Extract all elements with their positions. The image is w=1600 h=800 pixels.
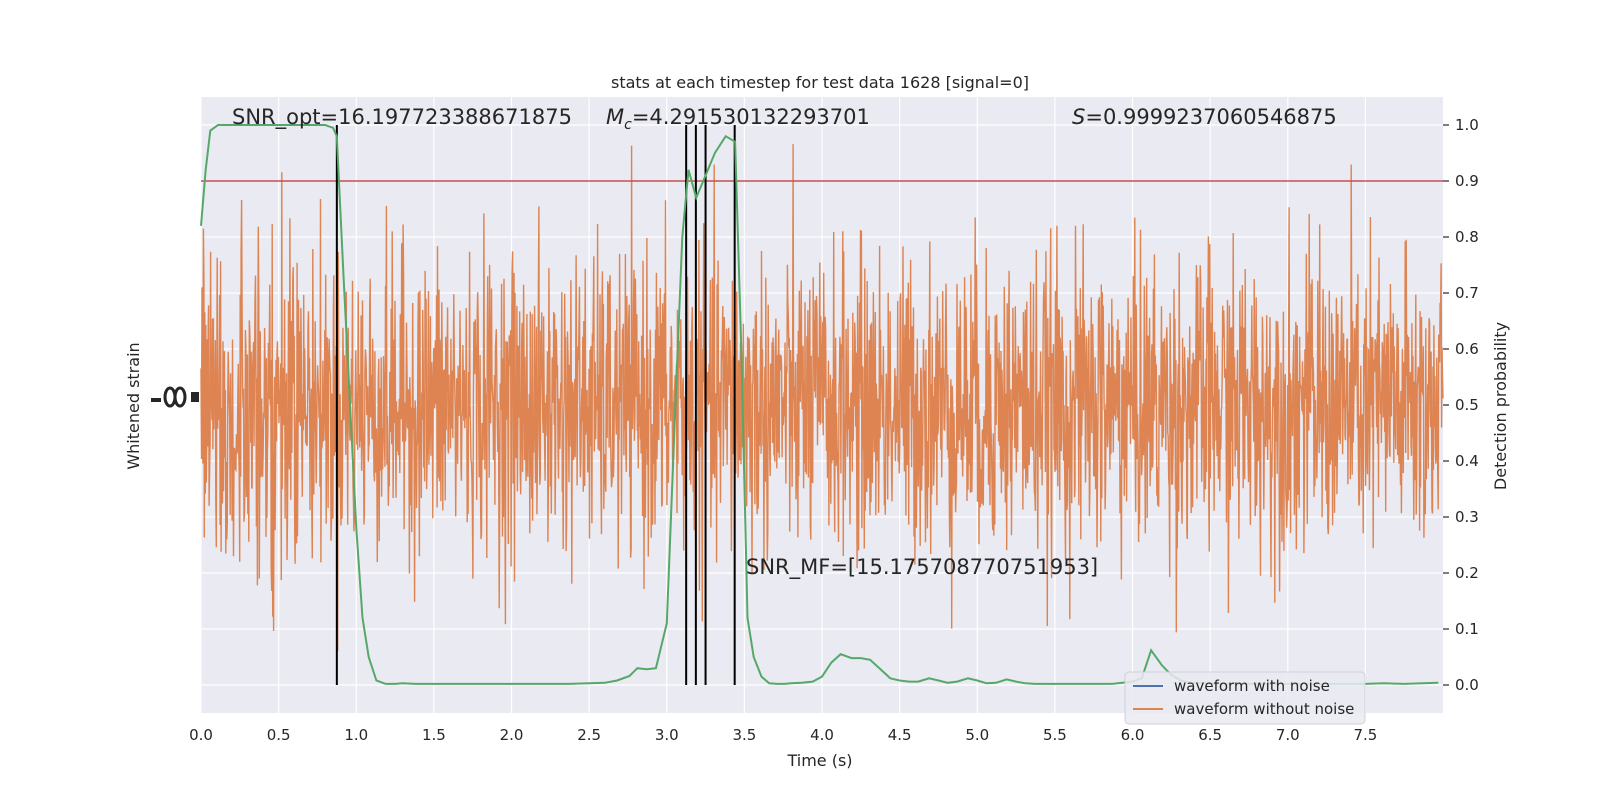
y-tick-label-8: 0.8 — [1455, 228, 1479, 246]
left-tick-block — [191, 392, 199, 402]
x-tick-label-0: 0.0 — [189, 726, 213, 744]
left-tick-dash — [151, 398, 161, 402]
annotation-s: S=0.9999237060546875 — [1072, 105, 1337, 129]
y-tick-label-0: 0.0 — [1455, 676, 1479, 694]
y-tick-label-9: 0.9 — [1455, 172, 1479, 190]
x-tick-label-15: 7.5 — [1353, 726, 1377, 744]
x-tick-label-13: 6.5 — [1198, 726, 1222, 744]
right-axis-label: Detection probability — [1491, 322, 1510, 490]
x-tick-label-5: 2.5 — [577, 726, 601, 744]
waveform-without-noise-line — [200, 144, 1444, 652]
s-symbol: S — [1072, 105, 1085, 129]
annotation-chirp-mass: Mc=4.291530132293701 — [606, 105, 870, 133]
y-tick-label-4: 0.4 — [1455, 452, 1479, 470]
x-tick-label-1: 0.5 — [267, 726, 291, 744]
y-tick-label-3: 0.3 — [1455, 508, 1479, 526]
y-tick-label-10: 1.0 — [1455, 116, 1479, 134]
series-detection-probability — [200, 124, 1439, 685]
detection-probability-line — [200, 124, 1439, 685]
x-tick-label-6: 3.0 — [655, 726, 679, 744]
x-tick-label-12: 6.0 — [1121, 726, 1145, 744]
legend-box — [1124, 671, 1366, 725]
x-tick-label-8: 4.0 — [810, 726, 834, 744]
right-axis-ticks: 0.0 0.1 0.2 0.3 0.4 0.5 0.6 0.7 0.8 0.9 1.0 — [1443, 116, 1479, 694]
x-axis-ticks: 0.0 0.5 1.0 1.5 2.0 2.5 3.0 3.5 4.0 4.5 5.0 5.5 6.0 6… — [189, 726, 1377, 744]
annotation-snr-opt: SNR_opt=16.197723388671875 — [232, 105, 572, 130]
y-tick-label-7: 0.7 — [1455, 284, 1479, 302]
x-tick-label-14: 7.0 — [1276, 726, 1300, 744]
x-tick-label-2: 1.0 — [344, 726, 368, 744]
series-waveform-without-noise — [200, 144, 1444, 652]
mc-subscript: c — [624, 117, 632, 133]
x-tick-label-4: 2.0 — [500, 726, 524, 744]
s-value: =0.9999237060546875 — [1085, 105, 1336, 129]
left-axis-label: Whitened strain — [124, 342, 143, 469]
y-tick-label-1: 0.1 — [1455, 620, 1479, 638]
annotation-snr-mf: SNR_MF=[15.175708770751953] — [746, 555, 1098, 580]
x-tick-label-3: 1.5 — [422, 726, 446, 744]
mc-value: =4.291530132293701 — [632, 105, 870, 129]
y-tick-label-6: 0.6 — [1455, 340, 1479, 358]
y-tick-label-5: 0.5 — [1455, 396, 1479, 414]
y-tick-label-2: 0.2 — [1455, 564, 1479, 582]
x-tick-label-9: 4.5 — [888, 726, 912, 744]
left-axis-tick-cluster — [151, 386, 199, 408]
left-tick-glyph-1 — [173, 386, 187, 408]
x-tick-label-11: 5.5 — [1043, 726, 1067, 744]
x-tick-label-10: 5.0 — [965, 726, 989, 744]
legend-label-with-noise: waveform with noise — [1174, 677, 1330, 695]
x-axis-label: Time (s) — [786, 751, 852, 770]
mc-symbol: M — [606, 105, 624, 129]
trigger-lines — [335, 125, 736, 685]
x-tick-label-7: 3.5 — [732, 726, 756, 744]
legend-label-without-noise: waveform without noise — [1174, 700, 1354, 718]
legend: waveform with noise waveform without noi… — [1124, 671, 1366, 725]
chart-title: stats at each timestep for test data 162… — [611, 73, 1029, 92]
